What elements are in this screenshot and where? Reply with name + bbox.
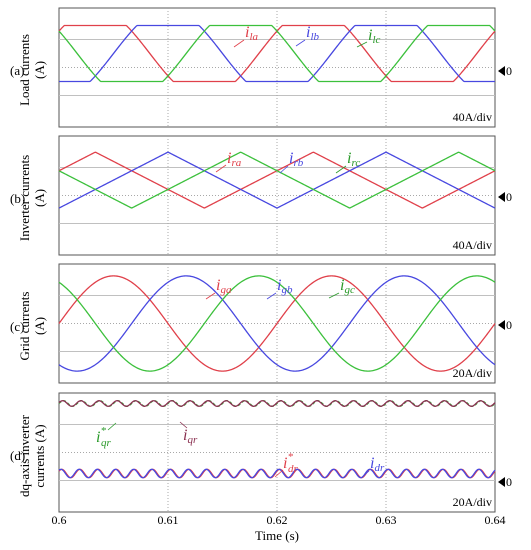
- leader-i-dr: [360, 470, 370, 479]
- x-tick-label-1: 0.61: [158, 513, 179, 527]
- x-tick-label-2: 0.62: [267, 513, 288, 527]
- panel-letter-d: (d): [10, 448, 25, 463]
- scale-label-c: 20A/div: [453, 366, 492, 380]
- leader-i-rc: [335, 165, 347, 174]
- ylabel-d: dq-axis inverter currents (A): [17, 414, 47, 497]
- series-i-gb-line: [58, 275, 496, 372]
- series-i-gc-line: [58, 275, 496, 372]
- zero-marker-c: 0: [498, 318, 512, 332]
- label-i-dr: idr: [370, 455, 385, 474]
- leader-i-gb: [266, 292, 277, 300]
- ylabel-d-line2: currents (A): [32, 424, 47, 487]
- x-tick-label-3: 0.63: [376, 513, 397, 527]
- label-i-gc: igc: [340, 277, 355, 296]
- series-i-rc-line: [58, 151, 496, 209]
- leader-i-dr-ref: [274, 469, 284, 478]
- panel-letter-a: (a): [10, 63, 24, 78]
- zero-marker-c-label: 0: [506, 318, 512, 332]
- label-i-qr-ref: i* qr: [96, 425, 111, 449]
- leader-i-qr: [179, 421, 188, 429]
- x-tick-label-4: 0.64: [485, 513, 506, 527]
- leader-i-lc: [356, 41, 368, 48]
- panels: [58, 7, 496, 513]
- leader-i-rb: [279, 165, 289, 174]
- panel-d: [58, 392, 496, 513]
- panel-b-frame: [58, 135, 496, 256]
- panel-b: [58, 135, 496, 256]
- ylabel-a: Load currents (A): [17, 34, 47, 106]
- label-i-dr-ref: i* dr: [283, 451, 298, 475]
- panel-letter-c: (c): [10, 319, 24, 334]
- label-i-rc: irc: [347, 150, 360, 169]
- label-i-gb: igb: [277, 277, 293, 296]
- zero-marker-d-arrow-icon: [498, 477, 505, 487]
- series-i-lc-line: [58, 24, 496, 83]
- ylabel-b-line2: (A): [32, 189, 47, 207]
- x-tick-label-0: 0.6: [52, 513, 67, 527]
- zero-marker-b-arrow-icon: [498, 192, 505, 202]
- ylabel-c-line1: Grid currents: [17, 292, 32, 361]
- zero-marker-c-arrow-icon: [498, 320, 505, 330]
- ylabel-c: Grid currents (A): [17, 292, 47, 361]
- zero-marker-d-label: 0: [506, 475, 512, 489]
- leader-i-ra: [215, 164, 227, 173]
- label-i-qr: iqr: [183, 427, 198, 446]
- zero-marker-b-label: 0: [506, 190, 512, 204]
- ylabel-c-line2: (A): [32, 317, 47, 335]
- leader-i-gc: [328, 292, 340, 299]
- zero-marker-a-label: 0: [506, 64, 512, 78]
- x-axis-title: Time (s): [255, 528, 299, 543]
- label-i-la: ila: [245, 24, 259, 43]
- label-i-lc: ilc: [368, 27, 381, 46]
- panel-letter-b: (b): [10, 191, 25, 206]
- annotations: ila ilb ilc ira irb irc iga igb igc i* qr…: [96, 24, 385, 479]
- label-i-lb: ilb: [306, 24, 320, 43]
- zero-marker-b: 0: [498, 190, 512, 204]
- series-i-ga-line: [58, 275, 496, 372]
- series-i-dr-line: [58, 468, 496, 479]
- series-i-qr-line: [58, 400, 496, 407]
- panel-c: [58, 263, 496, 384]
- label-i-ra: ira: [227, 150, 242, 169]
- ylabel-b-line1: Inverter currents: [17, 155, 32, 241]
- leader-i-lb: [295, 39, 306, 47]
- leader-i-qr-ref: [107, 422, 117, 431]
- scale-label-b: 40A/div: [453, 238, 492, 252]
- label-i-rb: irb: [289, 150, 304, 169]
- ylabel-a-line2: (A): [32, 61, 47, 79]
- leader-i-ga: [205, 292, 216, 300]
- label-i-ga: iga: [216, 277, 232, 296]
- zero-marker-a: 0: [498, 64, 512, 78]
- panel-a: [58, 7, 496, 128]
- scale-label-a: 40A/div: [453, 110, 492, 124]
- zero-marker-d: 0: [498, 475, 512, 489]
- ylabel-d-line1: dq-axis inverter: [17, 414, 32, 497]
- scale-label-d: 20A/div: [453, 495, 492, 509]
- zero-marker-a-arrow-icon: [498, 66, 505, 76]
- ylabel-b: Inverter currents (A): [17, 155, 47, 241]
- ylabel-a-line1: Load currents: [17, 34, 32, 106]
- panel-d-frame: [58, 392, 496, 513]
- leader-i-la: [233, 39, 245, 48]
